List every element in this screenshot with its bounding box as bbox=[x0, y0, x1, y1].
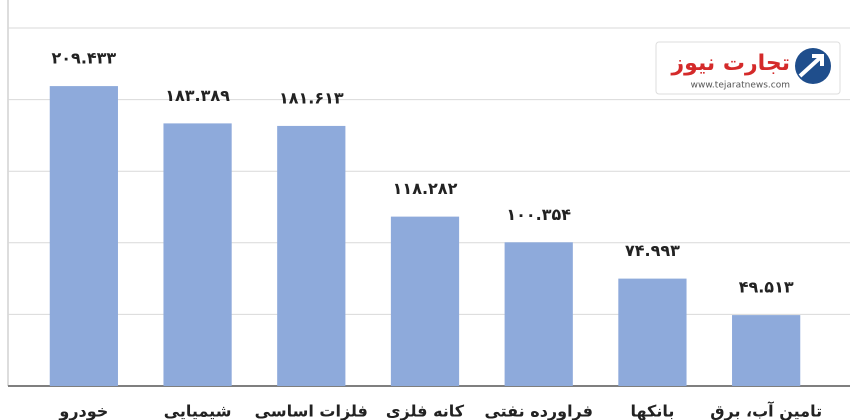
bar bbox=[390, 216, 460, 386]
logo-url: www.tejaratnews.com bbox=[691, 81, 790, 91]
logo-box bbox=[655, 41, 841, 95]
logo: تجارت نیوز www.tejaratnews.com bbox=[655, 41, 841, 95]
bar bbox=[732, 315, 801, 386]
value-label: ۱۸۳.۳۸۹ bbox=[165, 86, 230, 105]
x-tick-label: تامین آب، برق bbox=[710, 401, 822, 420]
value-label: ۴۹.۵۱۳ bbox=[739, 278, 794, 297]
value-label: ۱۸۱.۶۱۳ bbox=[279, 88, 344, 107]
x-tick-label: فراورده نفتی bbox=[484, 402, 593, 420]
x-tick-label: شیمیایی bbox=[164, 402, 232, 420]
logo-name: تجارت نیوز bbox=[670, 51, 790, 76]
logo-arrow bbox=[798, 54, 824, 78]
bar bbox=[504, 242, 573, 386]
value-label: ۱۰۰.۳۵۴ bbox=[506, 205, 571, 224]
x-tick-label: بانکها bbox=[630, 402, 674, 420]
value-label: ۱۱۸.۲۸۲ bbox=[393, 179, 458, 198]
bar bbox=[49, 86, 118, 386]
x-tick-label: فلزات اساسی bbox=[255, 402, 368, 420]
x-tick-label: خودرو bbox=[58, 402, 108, 420]
value-label: ۲۰۹.۴۳۳ bbox=[52, 49, 117, 68]
bar bbox=[618, 278, 687, 386]
value-label: ۷۴.۹۹۳ bbox=[625, 241, 680, 260]
bar bbox=[277, 125, 346, 387]
bar bbox=[163, 123, 232, 386]
x-tick-label: کانه فلزی bbox=[386, 402, 465, 420]
